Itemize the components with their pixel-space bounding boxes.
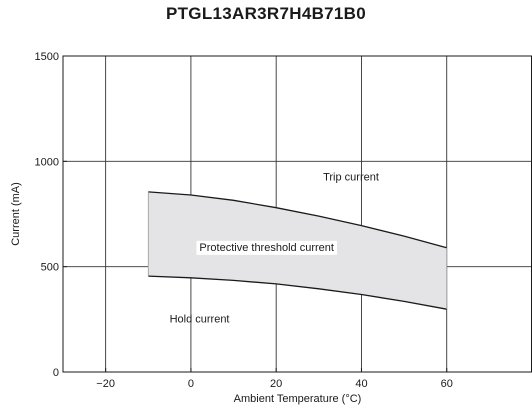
annotation-protective-threshold: Protective threshold current <box>199 242 334 254</box>
x-tick-label: 0 <box>188 378 194 390</box>
annotation-trip-current: Trip current <box>323 171 379 183</box>
hold-current-line <box>148 275 447 310</box>
y-tick-label: 0 <box>53 367 59 379</box>
trip-current-line <box>148 191 447 249</box>
annotation-band-background <box>196 240 337 255</box>
x-tick-label: 20 <box>270 378 282 390</box>
y-axis-label: Current (mA) <box>10 182 22 246</box>
series-lines <box>147 191 448 310</box>
x-tick-label: −20 <box>96 378 115 390</box>
y-tick-label: 1500 <box>35 51 59 63</box>
x-tick-label: 40 <box>355 378 367 390</box>
y-tick-label: 1000 <box>35 156 59 168</box>
y-tick-label: 500 <box>41 262 59 274</box>
annotation-hold-current: Hold current <box>170 313 230 325</box>
chart-title: PTGL13AR3R7H4B71B0 <box>165 4 367 23</box>
x-axis-label: Ambient Temperature (°C) <box>234 393 362 405</box>
axis-ticks: −20 0 20 40 60 0 500 1000 1500 <box>35 51 453 390</box>
x-tick-label: 60 <box>441 378 453 390</box>
